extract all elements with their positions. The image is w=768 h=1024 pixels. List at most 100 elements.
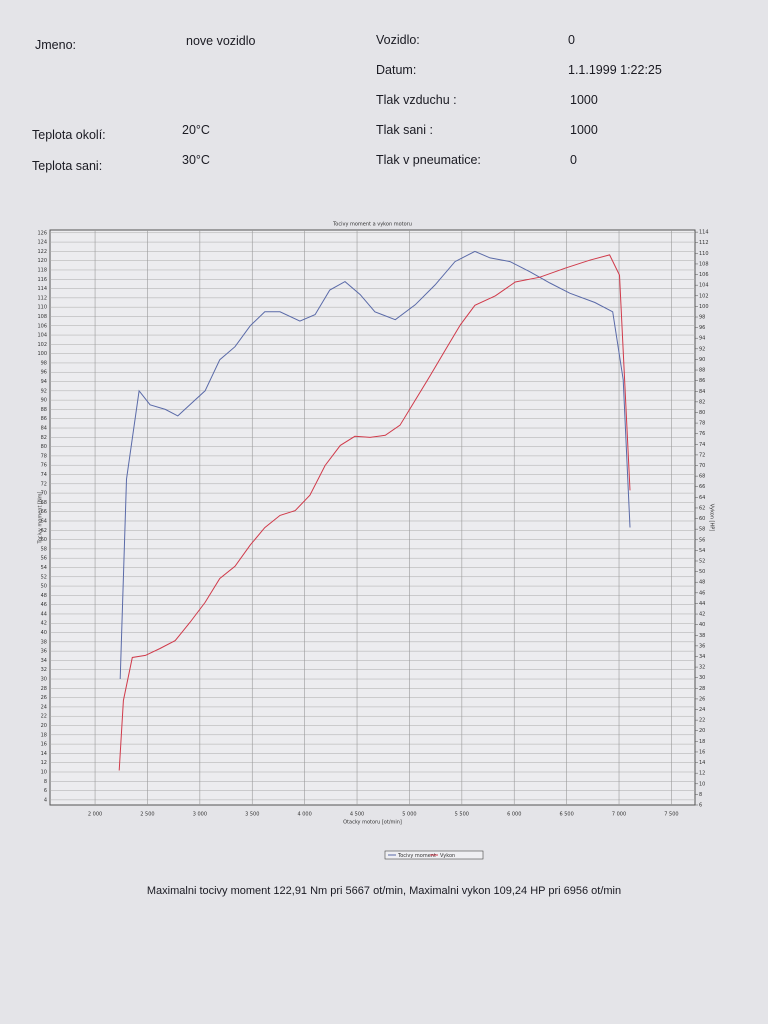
y2-tick-label: 66 <box>699 484 705 490</box>
y-tick-label: 96 <box>41 370 47 376</box>
y2-tick-label: 82 <box>699 399 705 405</box>
y2-tick-label: 98 <box>699 314 705 320</box>
y2-tick-label: 110 <box>699 251 709 257</box>
y2-tick-label: 86 <box>699 378 705 384</box>
y2-axis-title: Vykon [HP] <box>709 504 715 532</box>
y-tick-label: 16 <box>41 742 47 748</box>
y-tick-label: 28 <box>41 686 47 692</box>
y-axis-title: Tocivy moment [Nm] <box>38 491 44 544</box>
y-tick-label: 72 <box>41 481 47 487</box>
y2-tick-label: 112 <box>699 240 709 246</box>
x-tick-label: 3 000 <box>193 812 207 818</box>
field-value: 30°C <box>182 153 210 167</box>
y-tick-label: 70 <box>41 491 47 497</box>
y-tick-label: 14 <box>41 751 47 757</box>
y-tick-label: 94 <box>41 379 47 385</box>
y2-tick-label: 40 <box>699 622 705 628</box>
y-tick-label: 8 <box>44 779 47 785</box>
y2-tick-label: 16 <box>699 749 705 755</box>
y-tick-label: 74 <box>41 472 47 478</box>
y-tick-label: 44 <box>41 611 47 617</box>
y2-tick-label: 22 <box>699 718 705 724</box>
y-tick-label: 66 <box>41 509 47 515</box>
y-tick-label: 126 <box>37 230 47 236</box>
y2-tick-label: 70 <box>699 463 705 469</box>
y2-tick-label: 28 <box>699 686 705 692</box>
y2-tick-label: 114 <box>699 230 709 236</box>
y2-tick-label: 72 <box>699 452 705 458</box>
y2-tick-label: 6 <box>699 803 702 809</box>
x-tick-label: 5 000 <box>402 812 416 818</box>
y-tick-label: 124 <box>37 240 47 246</box>
y2-tick-label: 92 <box>699 346 705 352</box>
y-tick-label: 58 <box>41 546 47 552</box>
y-tick-label: 26 <box>41 695 47 701</box>
y-tick-label: 22 <box>41 714 47 720</box>
y-tick-label: 4 <box>44 797 47 803</box>
field-label: Vozidlo: <box>376 33 420 47</box>
y2-tick-label: 62 <box>699 505 705 511</box>
y-tick-label: 20 <box>41 723 47 729</box>
x-tick-label: 7 000 <box>612 812 626 818</box>
y2-tick-label: 52 <box>699 558 705 564</box>
y-tick-label: 32 <box>41 667 47 673</box>
y-tick-label: 56 <box>41 556 47 562</box>
x-tick-label: 5 500 <box>455 812 469 818</box>
y-tick-label: 52 <box>41 574 47 580</box>
field-value: 0 <box>570 153 577 167</box>
x-tick-label: 6 500 <box>559 812 573 818</box>
x-tick-label: 4 000 <box>297 812 311 818</box>
y-tick-label: 104 <box>37 333 47 339</box>
y2-tick-label: 42 <box>699 612 705 618</box>
y-tick-label: 62 <box>41 528 47 534</box>
y-tick-label: 108 <box>37 314 47 320</box>
field-label: Teplota okolí: <box>32 128 106 142</box>
y-tick-label: 50 <box>41 584 47 590</box>
y2-tick-label: 46 <box>699 590 705 596</box>
y2-tick-label: 54 <box>699 548 705 554</box>
y2-tick-label: 76 <box>699 431 705 437</box>
y2-tick-label: 96 <box>699 325 705 331</box>
y2-tick-label: 88 <box>699 368 705 374</box>
y-tick-label: 102 <box>37 342 47 348</box>
y2-tick-label: 36 <box>699 643 705 649</box>
y-tick-label: 64 <box>41 518 47 524</box>
x-tick-label: 2 500 <box>140 812 154 818</box>
y2-tick-label: 64 <box>699 495 705 501</box>
y2-tick-label: 34 <box>699 654 705 660</box>
field-value: 1.1.1999 1:22:25 <box>568 63 662 77</box>
y-tick-label: 46 <box>41 602 47 608</box>
y-tick-label: 90 <box>41 398 47 404</box>
y2-tick-label: 32 <box>699 665 705 671</box>
y-tick-label: 112 <box>37 295 47 301</box>
field-label: Teplota sani: <box>32 159 103 173</box>
y2-tick-label: 26 <box>699 696 705 702</box>
y2-tick-label: 38 <box>699 633 705 639</box>
y-tick-label: 122 <box>37 249 47 255</box>
y-tick-label: 68 <box>41 500 47 506</box>
y2-tick-label: 14 <box>699 760 705 766</box>
field-value: 1000 <box>570 123 598 137</box>
y-tick-label: 80 <box>41 444 47 450</box>
y-tick-label: 40 <box>41 630 47 636</box>
y2-tick-label: 56 <box>699 537 705 543</box>
y-tick-label: 38 <box>41 639 47 645</box>
y-tick-label: 36 <box>41 649 47 655</box>
y-tick-label: 98 <box>41 360 47 366</box>
y2-tick-label: 18 <box>699 739 705 745</box>
x-tick-label: 3 500 <box>245 812 259 818</box>
field-label: Tlak sani : <box>376 123 433 137</box>
y2-tick-label: 8 <box>699 792 702 798</box>
y2-tick-label: 12 <box>699 771 705 777</box>
chart-title: Tocivy moment a vykon motoru <box>332 222 412 228</box>
y2-tick-label: 68 <box>699 474 705 480</box>
y-tick-label: 12 <box>41 760 47 766</box>
y-tick-label: 114 <box>37 286 47 292</box>
x-tick-label: 7 500 <box>664 812 678 818</box>
y2-tick-label: 30 <box>699 675 705 681</box>
field-label: Datum: <box>376 63 417 77</box>
y-tick-label: 18 <box>41 732 47 738</box>
field-label: Jmeno: <box>35 38 76 52</box>
